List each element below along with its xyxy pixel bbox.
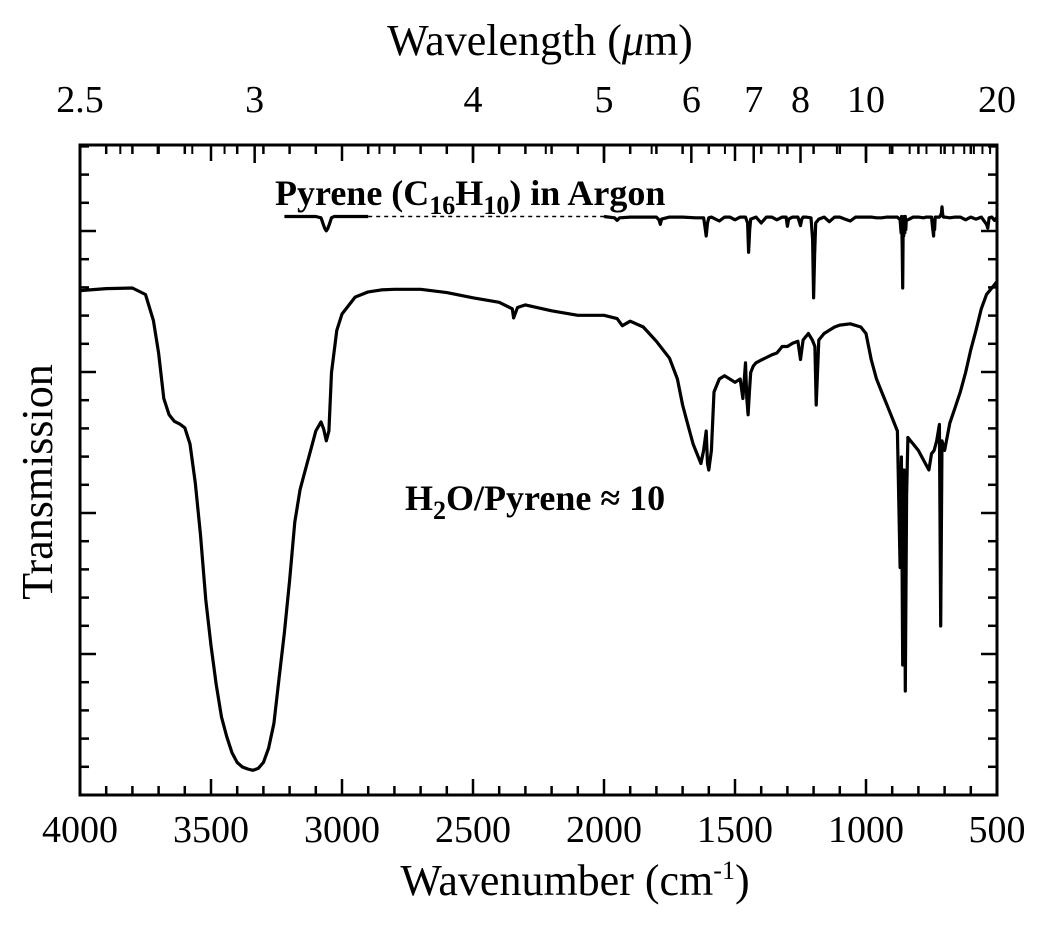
x-tick-label: 3500 — [173, 809, 249, 851]
y-axis-ticks — [80, 145, 997, 797]
spectrum-series-0 — [79, 280, 999, 772]
x-tick-label: 2000 — [566, 809, 642, 851]
series-layer — [79, 205, 999, 772]
x2-tick-label: 10 — [847, 79, 885, 121]
x-tick-label: 1500 — [697, 809, 773, 851]
x2-tick-label: 4 — [464, 79, 483, 121]
top-axis-ticks — [78, 145, 999, 163]
x-tick-label: 500 — [969, 809, 1026, 851]
plot-frame — [78, 143, 999, 797]
bottom-axis-ticks — [78, 145, 999, 795]
x-tick-label: 1000 — [828, 809, 904, 851]
x2-tick-label: 7 — [744, 79, 763, 121]
x-tick-label: 4000 — [42, 809, 118, 851]
top-axis-tick-labels: 2.5 3 4 5 6 7 8 10 20 — [56, 79, 1016, 121]
x2-tick-label: 2.5 — [56, 79, 104, 121]
x2-tick-label: 20 — [978, 79, 1016, 121]
bottom-axis-tick-labels: 4000 3500 3000 2500 2000 1500 1000 500 — [42, 809, 1026, 851]
top-axis-title: Wavelength (μm) — [387, 16, 693, 65]
x-tick-label: 2500 — [435, 809, 511, 851]
x2-tick-label: 6 — [682, 79, 701, 121]
spectrum-series-1 — [284, 214, 369, 233]
x-tick-label: 3000 — [304, 809, 380, 851]
x2-tick-label: 3 — [245, 79, 264, 121]
y-axis-title: Transmission — [13, 364, 62, 600]
x2-tick-label: 8 — [791, 79, 810, 121]
spectrum-series-3 — [603, 205, 999, 300]
argon-spectrum-label: Pyrene (C16H10) in Argon — [275, 173, 665, 220]
x2-tick-label: 5 — [595, 79, 614, 121]
water-mixture-label: H2O/Pyrene ≈ 10 — [405, 478, 665, 525]
x-axis-title: Wavenumber (cm-1) — [400, 856, 749, 905]
